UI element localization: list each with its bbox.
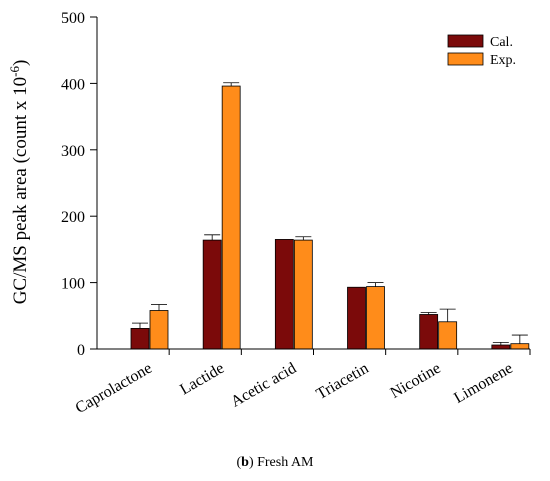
bar-exp — [510, 343, 530, 350]
y-axis-label-superscript: -6 — [7, 66, 22, 77]
y-axis: 0 100 200 300 400 500 — [61, 10, 98, 359]
bar-exp — [149, 310, 169, 350]
y-axis-label-end: ) — [10, 60, 31, 66]
legend-swatch-exp — [447, 52, 484, 66]
caption-label: b — [241, 455, 249, 470]
bar-exp — [221, 85, 241, 350]
x-tick-label: Nicotine — [387, 360, 443, 402]
x-tick-label: Limonene — [451, 360, 516, 407]
legend: Cal. Exp. — [447, 34, 516, 68]
y-axis-label: GC/MS peak area (count x 10-6) — [7, 60, 31, 305]
legend-label-cal: Cal. — [490, 35, 513, 50]
bar-cal — [419, 314, 439, 350]
bar-cal — [347, 286, 366, 350]
y-axis-label-main: GC/MS peak area (count x 10 — [10, 77, 31, 304]
x-tick-label: Triacetin — [313, 360, 371, 403]
caption-close: ) — [248, 455, 254, 470]
bar-cal — [491, 344, 511, 350]
y-tick-label: 200 — [61, 209, 85, 226]
x-axis: Caprolactone Lactide Acetic acid Triacetin N… — [73, 348, 531, 417]
bar-cal — [274, 239, 294, 350]
bars — [130, 82, 530, 350]
bar-exp — [366, 286, 385, 350]
caption-open: ( — [236, 455, 242, 470]
x-tick-label: Caprolactone — [73, 360, 155, 417]
y-tick-label: 500 — [61, 10, 85, 27]
figure-caption: (b) Fresh AM — [0, 455, 550, 471]
x-tick-label: Acetic acid — [228, 360, 299, 411]
caption-text: Fresh AM — [253, 455, 314, 470]
y-tick-label: 400 — [61, 76, 85, 93]
y-tick-label: 300 — [61, 143, 85, 160]
bar-exp — [293, 239, 313, 350]
y-tick-label: 0 — [77, 342, 85, 359]
x-tick-label: Lactide — [177, 360, 227, 399]
bar-exp — [438, 321, 458, 350]
bar-cal — [202, 239, 222, 350]
legend-swatch-cal — [447, 34, 484, 48]
y-tick-label: 100 — [61, 276, 85, 293]
legend-label-exp: Exp. — [490, 53, 516, 68]
bar-cal — [130, 328, 150, 350]
